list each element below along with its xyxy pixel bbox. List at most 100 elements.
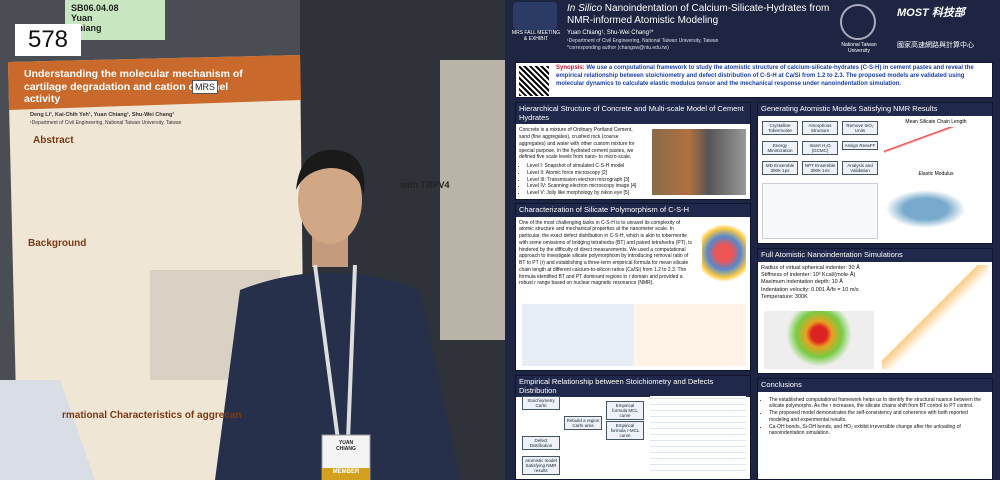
section-title: Empirical Relationship between Stoichiom… [516,376,750,398]
section: Generating Atomistic Models Satisfying N… [757,102,993,244]
plot-title: Mean Silicate Chain Length [905,119,967,125]
badge-line: CHIANG [336,446,356,452]
poster-caption: with TRPV4 [400,180,450,190]
distribution-plot [762,183,878,239]
person-shirt [215,272,460,480]
step-box: NPT Ensemble 300K 1ns [802,161,838,175]
board-number: 578 [15,24,81,56]
name-sign: SB06.04.08 Yuan Chiang [65,0,165,40]
sponsor: MOST 科技部 [897,7,965,19]
poster-section: Background [28,238,87,249]
flow-box: Rebuild a region Ca/Si area [564,416,602,430]
university: National Taiwan University [841,42,877,54]
molecule-figure [702,218,746,288]
poster-authors: Deng Li¹, Kai-Chih Yeh¹, Yuan Chiang¹, S… [30,112,175,118]
sign-name: Chiang [71,23,102,33]
title-italic: In Silico [567,3,603,14]
modulus-plot [884,179,988,239]
corresponding: *corresponding author (changsw@ntu.edu.t… [567,45,669,51]
conclusion: The proposed model demonstrates the self… [769,410,989,424]
badge-ribbon-text: MEMBER [332,469,360,475]
level: Level I: Snapshot of simulated C-S-H mod… [527,163,641,170]
section: Hierarchical Structure of Concrete and M… [515,102,751,200]
qr-code [519,66,549,96]
sign-name: Yuan [71,13,93,23]
section: Empirical Relationship between Stoichiom… [515,375,751,480]
section-title: Full Atomistic Nanoindentation Simulatio… [758,249,992,262]
level: Level V: Jolly like morphology by nikon … [527,190,641,197]
step-box: MD Ensemble 300K 1ps [762,161,798,175]
data-table [650,396,746,476]
photo-scene [0,0,505,480]
section-title: Conclusions [758,379,992,392]
flow-box: Stoichiometry Ca/Si [522,396,560,410]
paragraph: Concrete is a mixture of Ordinary Portla… [519,127,635,161]
step-box: Assign ReaxFF [842,141,878,150]
synopsis-label: Synopsis: [556,65,585,71]
synopsis-text: We use a computational framework to stud… [556,65,974,87]
sign-code: SB06.04.08 [71,3,119,13]
step-box: Analysis and Validation [842,161,878,175]
flow-box: Defect Distribution [522,436,560,450]
param: Indentation velocity: 0.001 Å/fs = 10 m/… [761,286,859,293]
poster-title: Understanding the molecular mechanism of… [24,68,243,106]
section: Conclusions The established computationa… [757,378,993,480]
neighbor-poster [440,60,505,340]
level: Level III: Transmission electron microgr… [527,177,641,184]
photo: SB06.04.08 Yuan Chiang 578 Understanding… [0,0,505,480]
badge-line: YUAN [338,440,354,446]
micrographs [652,129,746,195]
authors: Yuan Chiang¹, Shu-Wei Chang¹* [567,30,654,36]
step-box: Insert H₂O (GCMC) [802,141,838,155]
load-plots [882,265,988,369]
badge-ribbon [322,468,370,480]
event-name: MRS FALL MEETING & EXHIBIT [511,30,561,42]
indentation-render [764,311,874,369]
level: Level II: Atomic force microscopy [2] [527,170,641,177]
plot-title: Elastic Modulus [918,171,954,177]
affiliation: ¹Department of Civil Engineering, Nation… [567,38,719,44]
poster-section: Abstract [33,135,74,146]
section: Full Atomistic Nanoindentation Simulatio… [757,248,993,374]
level-list: Level I: Snapshot of simulated C-S-H mod… [527,163,641,197]
level: Level IV: Scanning electron microscopy i… [527,183,641,190]
poster-title: In Silico Nanoindentation of Calcium-Sil… [567,3,837,27]
conclusion: The established computational framework … [769,397,989,411]
poster-title-band [8,55,301,110]
section-body: Radius of virtual spherical indenter: 30… [758,262,878,305]
poster-section: rmational Characteristics of aggrecan [62,410,242,421]
flow-box: Empirical formula r-MCL curve [606,421,644,440]
param: Maximum indentation depth: 10 Å [761,279,843,286]
conclusion: Ca-OH bonds, Si-OH bonds, and HO₂ exhibi… [769,424,989,438]
flow-box: Atomistic model Satisfying NMR results [522,456,560,475]
param: Temperature: 300K [761,294,808,301]
step-box: Energy Minimization [762,141,798,155]
person-hair [296,149,365,195]
param: Radius of virtual spherical indenter: 30… [761,264,860,271]
ntu-seal [840,4,876,40]
step-box: Remove SiO₂ Units [842,121,878,135]
section-body: One of the most challenging tasks in C-S… [519,219,692,287]
badge-name: YUAN CHIANG [322,440,370,452]
step-box: Crystalline Tobermorite [762,121,798,135]
section: Characterization of Silicate Polymorphis… [515,203,751,371]
section-title: Characterization of Silicate Polymorphis… [516,204,750,217]
step-box: Amorphous Structure [802,121,838,135]
section-body: Concrete is a mixture of Ordinary Portla… [516,124,644,199]
digital-poster: MRS FALL MEETING & EXHIBIT In Silico Nan… [505,0,1000,480]
param: Stiffness of indenter: 10³ Kcal/(mole·Å) [761,272,856,279]
section-title: Generating Atomistic Models Satisfying N… [758,103,992,116]
flow-box: Empirical formula MCL curve [606,401,644,420]
conclusion-list: The established computational framework … [769,397,989,438]
section-body: The established computational framework … [758,392,992,441]
poster-logo: MRS [192,80,218,94]
poster-affiliation: ¹Department of Civil Engineering, Nation… [30,120,182,126]
section-title: Hierarchical Structure of Concrete and M… [516,103,750,125]
other-person [0,380,95,480]
mrs-logo [513,2,557,30]
plots [522,304,746,366]
chain-plot [884,127,988,167]
person-face [298,156,362,244]
synopsis: Synopsis: We use a computational framewo… [515,62,993,98]
